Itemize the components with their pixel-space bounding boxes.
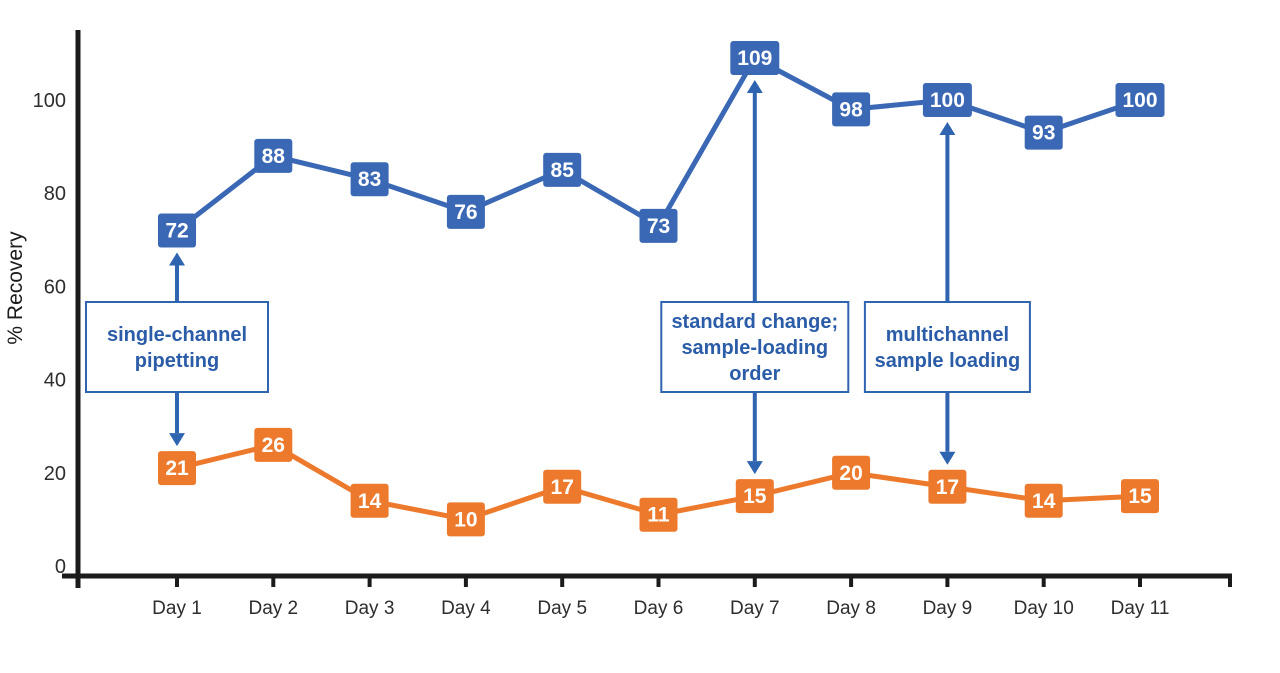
x-tick-label: Day 8 <box>826 598 876 619</box>
annotation-text-line: sample-loading <box>681 337 828 359</box>
lower-recovery-series-value-label: 14 <box>1032 490 1056 513</box>
upper-recovery-series-value-label: 83 <box>358 168 381 191</box>
y-tick-label: 80 <box>44 183 66 205</box>
lower-recovery-series-marker <box>543 469 582 504</box>
x-tick-label: Day 9 <box>923 598 973 619</box>
upper-recovery-series-marker <box>254 138 293 173</box>
upper-recovery-series-marker <box>446 194 485 229</box>
lower-recovery-series-marker <box>832 455 871 490</box>
upper-recovery-series-line <box>174 55 1143 233</box>
y-tick-label: 60 <box>44 276 66 298</box>
lower-recovery-series-value-label: 20 <box>839 462 862 485</box>
lower-recovery-series-marker <box>350 483 389 518</box>
y-axis-title: % Recovery <box>4 231 27 345</box>
arrow-down-head <box>169 433 185 447</box>
upper-recovery-series-marker <box>730 41 780 76</box>
arrow-down-head <box>746 461 763 475</box>
lower-recovery-series-marker <box>1121 479 1159 514</box>
x-tick-label: Day 1 <box>152 598 202 619</box>
x-tick-label: Day 2 <box>248 598 298 619</box>
x-tick-label: Day 10 <box>1014 598 1074 619</box>
upper-recovery-series-marker <box>639 208 678 243</box>
lower-recovery-series-marker <box>158 451 196 486</box>
upper-recovery-series-value-label: 98 <box>839 98 863 121</box>
annotation-text-line: pipetting <box>135 350 219 372</box>
annotation-text-line: single-channel <box>107 324 247 346</box>
x-tick-label: Day 11 <box>1111 598 1170 619</box>
upper-recovery-series-value-label: 93 <box>1032 122 1055 145</box>
y-tick-label: 0 <box>55 556 66 578</box>
upper-recovery-series-value-label: 100 <box>930 89 965 112</box>
upper-recovery-series-marker <box>350 162 389 197</box>
upper-recovery-series-value-label: 73 <box>647 215 670 238</box>
lower-recovery-series-value-label: 10 <box>454 508 477 531</box>
upper-recovery-series-value-label: 88 <box>262 145 286 168</box>
upper-recovery-series-marker <box>1024 115 1063 150</box>
lower-recovery-series-value-label: 15 <box>1128 485 1152 508</box>
lower-recovery-series-value-label: 26 <box>262 434 285 457</box>
lower-recovery-series-marker <box>928 469 967 504</box>
arrow-up-head <box>169 252 185 266</box>
y-tick-label: 20 <box>44 463 66 485</box>
x-tick-label: Day 7 <box>730 598 780 619</box>
annotation-text-line: order <box>729 363 780 385</box>
upper-recovery-series-marker <box>1115 83 1165 117</box>
upper-recovery-series-marker <box>158 213 196 248</box>
arrow-up-head <box>939 122 956 135</box>
lower-recovery-series-value-label: 17 <box>551 476 574 499</box>
upper-recovery-series-marker <box>832 92 871 127</box>
lower-recovery-series-marker <box>1024 483 1063 518</box>
annotation-box <box>660 301 850 393</box>
lower-recovery-series-marker <box>735 479 774 514</box>
annotation-text-line: multichannel <box>886 324 1009 346</box>
lower-recovery-series-marker <box>639 497 678 532</box>
y-tick-label: 100 <box>33 90 66 112</box>
annotation-text-line: sample loading <box>875 350 1021 372</box>
lower-recovery-series-value-label: 17 <box>936 476 959 499</box>
annotation-box <box>863 301 1031 393</box>
annotation-box <box>85 301 269 393</box>
x-tick-label: Day 6 <box>634 598 684 619</box>
annotation-text-line: standard change; <box>671 311 838 333</box>
upper-recovery-series-value-label: 72 <box>165 219 188 242</box>
lower-recovery-series-marker <box>254 427 293 462</box>
x-tick-label: Day 3 <box>345 598 395 619</box>
upper-recovery-series-value-label: 109 <box>737 47 772 70</box>
upper-recovery-series-marker <box>543 152 582 187</box>
lower-recovery-series-value-label: 14 <box>358 490 382 513</box>
upper-recovery-series-value-label: 85 <box>551 159 575 182</box>
upper-recovery-series-value-label: 100 <box>1122 89 1157 112</box>
y-tick-label: 40 <box>44 370 66 392</box>
lower-recovery-series-value-label: 21 <box>165 457 189 480</box>
arrow-up-head <box>746 80 763 94</box>
upper-recovery-series-value-label: 76 <box>454 201 477 224</box>
arrow-down-head <box>939 451 956 465</box>
x-tick-label: Day 5 <box>537 598 587 619</box>
lower-recovery-series-marker <box>446 502 485 537</box>
x-tick-label: Day 4 <box>441 598 491 619</box>
upper-recovery-series-marker <box>922 83 972 117</box>
lower-recovery-series-value-label: 11 <box>647 504 670 527</box>
lower-recovery-series-value-label: 15 <box>743 485 767 508</box>
